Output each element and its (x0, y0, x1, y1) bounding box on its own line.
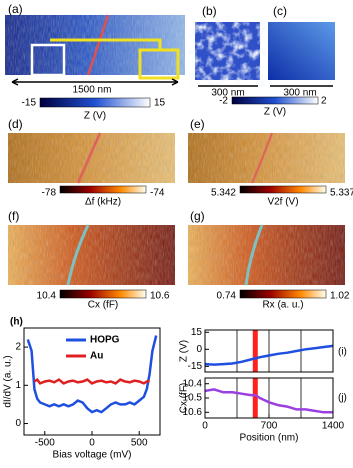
y-axis-label: Z (V) (179, 340, 190, 362)
x-tick-label: 500 (131, 438, 148, 449)
scale-label: 1500 nm (73, 85, 112, 96)
panel-e: (e) 5.342 5.337 V2f (V) (188, 117, 353, 208)
panel-c: (c) 300 nm -2 2 Z (V) (219, 4, 335, 118)
x-tick-label: -500 (35, 438, 55, 449)
x-axis-label: Position (nm) (240, 433, 299, 444)
plot-frame (204, 329, 334, 373)
panel-label: (e) (190, 117, 205, 131)
colorbar-tick: -78 (42, 188, 57, 199)
colorbar-tick: 15 (154, 98, 166, 109)
panel-label: (a) (8, 2, 23, 16)
y-tick-label: 0 (15, 418, 21, 429)
box (30, 43, 66, 77)
edge-line (66, 224, 90, 286)
panel-a: (a) 1500 nm -15 15 Z (V) (5, 2, 185, 122)
image-noise (8, 225, 175, 285)
arrow (50, 38, 162, 50)
colorbar-tick: 5.337 (330, 188, 353, 199)
image-noise (188, 225, 345, 285)
colorbar (39, 97, 151, 108)
colorbar (59, 185, 147, 194)
panel-g: (g) 0.74 1.02 Rx (a. u.) (188, 209, 350, 311)
panel-label: (h) (10, 317, 23, 328)
data-line (26, 335, 158, 414)
edge-line (86, 14, 110, 76)
image-texture (195, 22, 260, 80)
colorbar-label: Z (V) (264, 107, 286, 118)
scale-label: 300 nm (283, 88, 316, 99)
colorbar (59, 289, 147, 299)
colorbar-tick: 1.02 (330, 291, 350, 302)
y-tick-label: 2 (15, 342, 21, 353)
colorbar-label: Cx (fF) (88, 300, 119, 311)
y-axis-label: Cx (fF) (179, 383, 190, 414)
colorbar-tick: 5.342 (211, 188, 236, 199)
data-line (204, 388, 333, 414)
x-tick-label: 700 (261, 421, 278, 432)
y-tick-label: 10.5 (183, 393, 203, 404)
scale-label: 300 nm (211, 88, 244, 99)
panel-d: (d) -78 -74 Δf (kHz) (8, 117, 175, 208)
y-axis-label: dI/dV (a. u.) (3, 355, 14, 407)
colorbar-tick: 10.4 (37, 291, 57, 302)
panel-label: (g) (190, 209, 205, 223)
colorbar-label: V2f (V) (267, 197, 298, 208)
colorbar (231, 96, 319, 105)
y-tick-label: 1 (15, 380, 21, 391)
image-noise (8, 133, 175, 183)
colorbar-tick: -15 (22, 98, 37, 109)
y-tick-label: 15 (191, 327, 203, 338)
y-tick-label: 10.4 (183, 378, 203, 389)
image (268, 22, 335, 80)
panel-label: (j) (338, 393, 347, 404)
edge-line (251, 132, 273, 184)
scale-bar (11, 78, 179, 86)
x-tick-label: 0 (202, 421, 208, 432)
panel-label: (i) (338, 347, 347, 358)
data-line (204, 344, 334, 366)
data-line (33, 377, 150, 385)
panel-label: (c) (273, 4, 287, 18)
x-axis-label: Bias voltage (mV) (53, 450, 132, 461)
edge-line (244, 224, 264, 286)
colorbar-tick: 2 (321, 96, 327, 107)
panel-label: (b) (202, 4, 217, 18)
panel-f: (f) 10.4 10.6 Cx (fF) (8, 209, 175, 311)
colorbar-label: Δf (kHz) (85, 197, 121, 208)
panel-label: (d) (8, 117, 23, 131)
panel-label: (f) (8, 209, 19, 223)
y-tick-label: 0 (196, 344, 202, 355)
image-noise (188, 133, 345, 183)
colorbar-tick: -74 (150, 188, 165, 199)
x-tick-label: 0 (89, 438, 95, 449)
y-tick-label: -15 (188, 361, 203, 372)
x-tick-label: 1400 (322, 421, 345, 432)
legend-label: HOPG (90, 335, 120, 346)
y-tick-label: 10.6 (183, 407, 203, 418)
colorbar-label: Rx (a. u.) (262, 300, 303, 311)
colorbar-tick: 0.74 (217, 291, 237, 302)
colorbar (239, 289, 327, 299)
colorbar-tick: 10.6 (150, 291, 170, 302)
panel-b: (b) 300 nm (195, 4, 260, 99)
legend-label: Au (90, 351, 103, 362)
colorbar (239, 185, 327, 194)
edge-line (76, 132, 102, 184)
colorbar-label: Z (V) (84, 111, 106, 122)
colorbar-tick: -2 (219, 96, 228, 107)
